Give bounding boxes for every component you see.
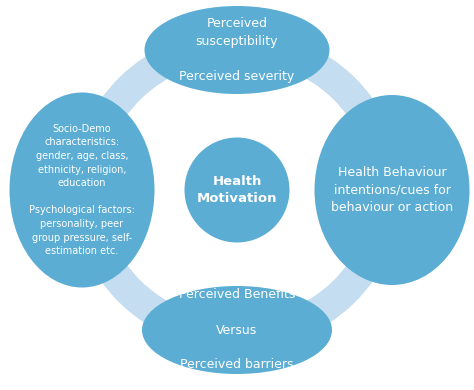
Text: Socio-Demo
characteristics:
gender, age, class,
ethnicity, religion,
education

: Socio-Demo characteristics: gender, age,… <box>29 124 135 256</box>
Ellipse shape <box>142 286 332 374</box>
Ellipse shape <box>184 138 290 243</box>
Ellipse shape <box>9 92 155 287</box>
Text: Health Behaviour
intentions/cues for
behaviour or action: Health Behaviour intentions/cues for beh… <box>331 166 453 214</box>
Ellipse shape <box>315 95 470 285</box>
Text: Health
Motivation: Health Motivation <box>197 175 277 205</box>
Ellipse shape <box>145 6 329 94</box>
Text: Perceived
susceptibility

Perceived severity: Perceived susceptibility Perceived sever… <box>179 17 295 83</box>
Text: Perceived Benefits

Versus

Perceived barriers: Perceived Benefits Versus Perceived barr… <box>179 289 295 372</box>
